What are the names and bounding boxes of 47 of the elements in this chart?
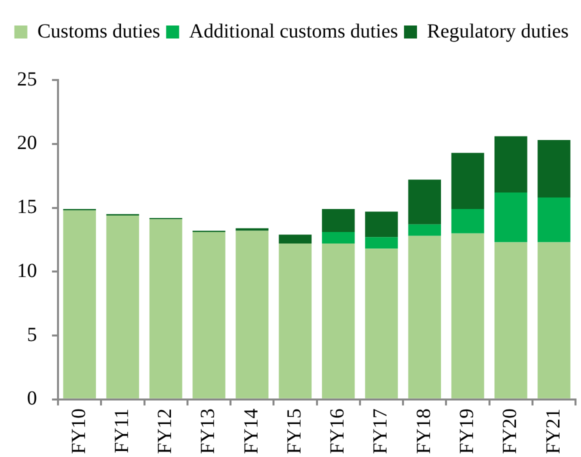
- x-tick-label: FY11: [110, 408, 133, 454]
- legend-label: Additional customs duties: [189, 20, 398, 42]
- bar: [278, 244, 312, 398]
- bar: [322, 209, 355, 232]
- bar: [538, 140, 570, 198]
- bar: [451, 233, 484, 398]
- bar: [278, 234, 312, 244]
- x-tick-label: FY12: [154, 408, 176, 454]
- bar: [408, 224, 441, 236]
- x-tick-label: FY14: [240, 408, 262, 454]
- y-tick-label: 15: [17, 196, 37, 218]
- bar: [451, 209, 484, 234]
- x-tick-label: FY13: [197, 408, 220, 454]
- y-tick-label: 25: [17, 68, 37, 90]
- bar: [149, 219, 182, 398]
- bar: [494, 192, 528, 242]
- x-tick-label: FY15: [283, 408, 306, 454]
- bar: [322, 232, 355, 244]
- legend-label: Customs duties: [37, 20, 160, 42]
- bar: [408, 180, 441, 224]
- bar: [451, 152, 484, 210]
- bar: [494, 136, 528, 192]
- bar: [236, 228, 268, 231]
- legend-label: Regulatory duties: [427, 20, 569, 42]
- bar: [365, 248, 398, 398]
- y-tick-label: 5: [27, 324, 37, 346]
- bar: [408, 236, 441, 398]
- x-tick-label: FY20: [499, 408, 522, 454]
- bar: [538, 198, 570, 242]
- y-tick-label: 20: [17, 132, 37, 154]
- y-tick-label: 10: [17, 260, 37, 282]
- y-tick-label: 0: [27, 388, 37, 410]
- bar: [365, 212, 398, 238]
- x-tick-label: FY16: [326, 408, 349, 454]
- bar: [322, 244, 355, 398]
- x-tick-label: FY10: [68, 408, 90, 454]
- bar: [63, 210, 96, 398]
- bar: [106, 215, 140, 398]
- bar: [236, 230, 268, 398]
- bar: [192, 232, 226, 398]
- x-tick-label: FY21: [542, 408, 564, 454]
- x-tick-label: FY19: [456, 408, 478, 454]
- bar: [494, 242, 528, 398]
- bar: [538, 242, 570, 398]
- bar: [365, 237, 398, 249]
- x-tick-label: FY18: [412, 408, 435, 454]
- x-tick-label: FY17: [370, 408, 392, 454]
